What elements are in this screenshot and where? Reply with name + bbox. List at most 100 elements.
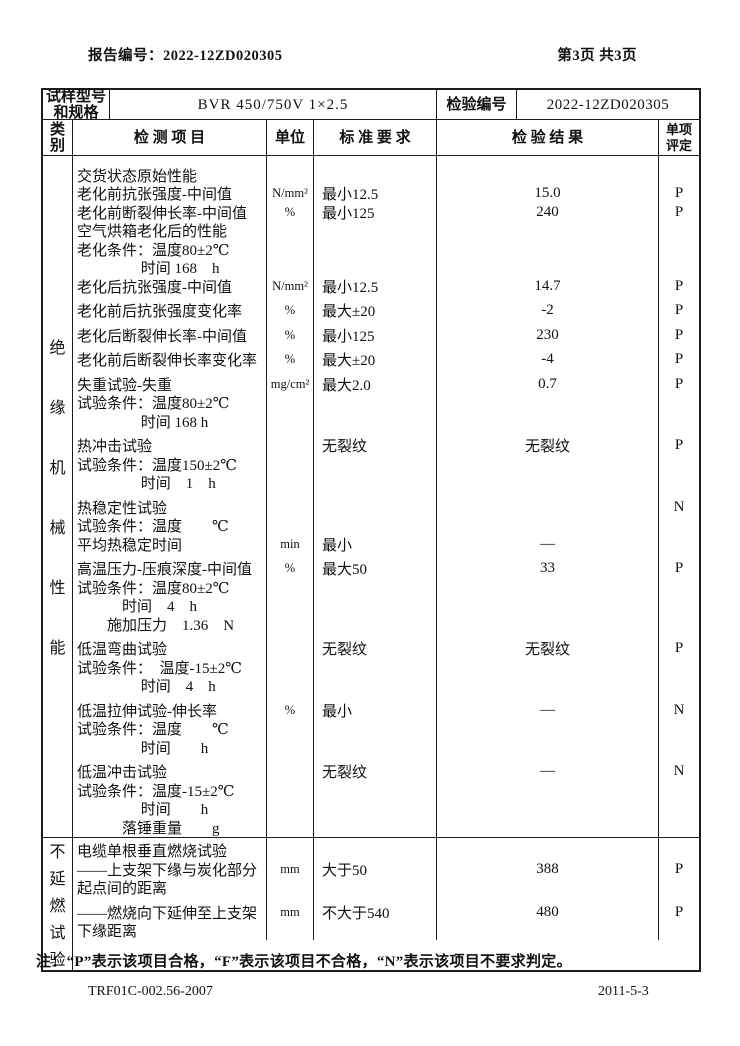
unit-cell — [267, 578, 314, 597]
item-cell: 高温压力-压痕深度-中间值 — [73, 559, 267, 578]
table-row: 热稳定性试验 N — [73, 498, 699, 517]
spacer-row — [73, 695, 699, 701]
category-char: 不 — [49, 843, 66, 861]
unit-cell: mm — [267, 903, 314, 922]
result-cell — [437, 516, 659, 535]
verdict-cell: P — [674, 640, 684, 657]
item-cell: 试验条件：温度80±2℃ — [73, 393, 267, 412]
result-cell — [437, 412, 659, 431]
unit-cell — [267, 393, 314, 412]
verdict-cell — [659, 800, 699, 819]
verdict-cell — [659, 879, 699, 898]
standard-cell — [314, 781, 437, 800]
verdict-cell — [659, 455, 699, 474]
footer-form-code: TRF01C-002.56-2007 — [88, 984, 213, 999]
unit-cell — [267, 473, 314, 492]
item-cell: 老化后断裂伸长率-中间值 — [73, 326, 267, 345]
unit-cell: mm — [267, 860, 314, 879]
category-char: 延 — [49, 870, 66, 888]
unit-cell — [267, 799, 314, 818]
standard-cell — [314, 878, 437, 897]
result-cell — [437, 841, 659, 860]
item-cell: 试验条件：温度80±2℃ — [73, 578, 267, 597]
item-cell: 时间 4 h — [73, 596, 267, 615]
table-row: 时间 168 h — [73, 412, 699, 431]
table-row: 起点间的距离 — [73, 878, 699, 898]
item-cell: 失重试验-失重 — [73, 375, 267, 394]
table-row: ——上支架下缘与炭化部分 mm 大于50 388 P — [73, 860, 699, 879]
unit-cell: % — [267, 326, 314, 345]
sample-spec-label: 试样型号 和规格 — [43, 89, 110, 121]
unit-cell: N/mm² — [267, 277, 314, 296]
unit-cell — [267, 455, 314, 474]
result-cell: 33 — [437, 559, 659, 578]
item-cell — [73, 344, 267, 351]
result-cell — [437, 295, 659, 302]
table-row: 施加压力 1.36 N — [73, 615, 699, 634]
result-cell — [437, 658, 659, 677]
unit-cell — [267, 596, 314, 615]
result-cell — [437, 633, 659, 640]
unit-cell — [267, 436, 314, 455]
verdict-cell — [659, 677, 699, 696]
verdict-cell: P — [674, 302, 684, 319]
sample-info-row: 试样型号 和规格 BVR 450/750V 1×2.5 检验编号 2022-12… — [43, 89, 699, 121]
page-header: 报告编号：2022-12ZD020305 第3页 共3页 — [88, 44, 637, 65]
standard-cell — [314, 430, 437, 437]
verdict-cell — [659, 818, 699, 837]
table-row: 时间 h — [73, 738, 699, 757]
result-cell — [437, 344, 659, 351]
table-row: 试验条件：温度150±2℃ — [73, 455, 699, 474]
result-cell — [437, 781, 659, 800]
spacer-row — [73, 156, 699, 166]
standard-cell: 无裂纹 — [314, 639, 437, 658]
item-cell — [73, 695, 267, 701]
category-cell: 不延燃试验 — [43, 837, 73, 970]
unit-cell — [267, 156, 314, 166]
spacer-row — [73, 553, 699, 560]
table-row: 老化后断裂伸长率-中间值% 最小125 230 P — [73, 326, 699, 345]
verdict-cell — [659, 922, 699, 941]
item-cell: 试验条件：温度150±2℃ — [73, 455, 267, 474]
table-row: 试验条件：温度80±2℃ — [73, 393, 699, 412]
result-cell — [437, 393, 659, 412]
item-cell — [73, 633, 267, 640]
unit-cell — [267, 295, 314, 302]
column-header-item: 检 测 项 目 — [73, 120, 267, 155]
standard-cell — [314, 473, 437, 492]
item-cell: 起点间的距离 — [73, 878, 267, 897]
unit-cell — [267, 516, 314, 535]
standard-cell — [314, 633, 437, 640]
standard-cell: 无裂纹 — [314, 436, 437, 455]
table-row: 时间 4 h — [73, 596, 699, 615]
standard-cell — [314, 320, 437, 326]
result-cell: — — [437, 701, 659, 720]
result-cell — [437, 837, 659, 842]
footer-date: 2011-5-3 — [598, 984, 649, 999]
standard-cell — [314, 455, 437, 474]
category-char: 性 — [49, 580, 66, 598]
verdict-cell: P — [674, 351, 684, 368]
column-header-result: 检 验 结 果 — [437, 120, 659, 155]
unit-cell — [267, 837, 314, 842]
verdict-header-line2: 评定 — [665, 137, 692, 153]
table-row: 平均热稳定时间 min 最小 — — [73, 535, 699, 554]
category-char: 试 — [49, 924, 66, 942]
unit-cell — [267, 676, 314, 695]
standard-cell — [314, 393, 437, 412]
standard-cell: 最大2.0 — [314, 375, 437, 394]
unit-cell — [267, 878, 314, 897]
inspection-number-label: 检验编号 — [437, 90, 517, 119]
result-cell: 无裂纹 — [437, 639, 659, 658]
table-row: 老化前抗张强度-中间值 N/mm² 最小12.5 15.0 P — [73, 184, 699, 203]
table-row: 高温压力-压痕深度-中间值% 最大50 33 P — [73, 559, 699, 578]
standard-cell — [314, 492, 437, 498]
verdict-cell — [659, 658, 699, 677]
verdict-cell: P — [674, 437, 684, 454]
item-cell: 低温拉伸试验-伸长率 — [73, 701, 267, 720]
table-row: 时间 1 h — [73, 473, 699, 492]
category-char: 验 — [49, 951, 66, 969]
item-cell — [73, 553, 267, 560]
result-cell: 无裂纹 — [437, 436, 659, 455]
table-row: 老化后抗张强度-中间值 N/mm² 最小12.5 14.7 P — [73, 277, 699, 296]
